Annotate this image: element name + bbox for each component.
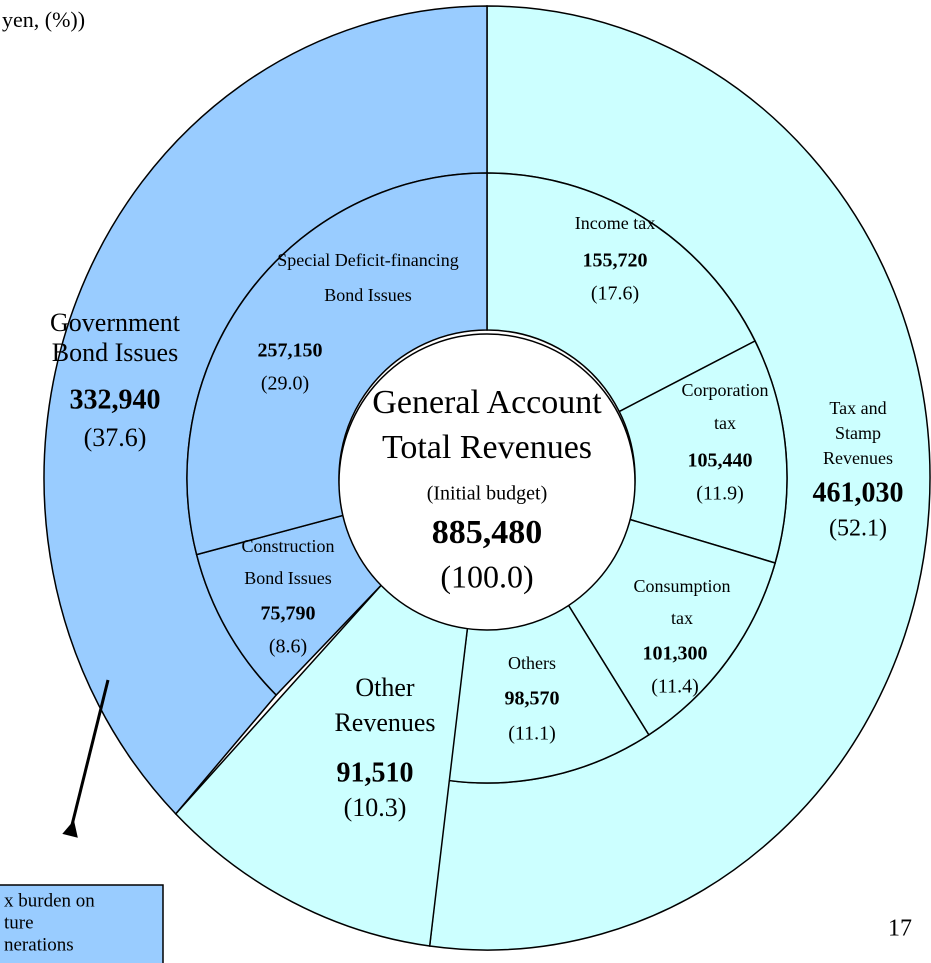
segment-name: Bond Issues	[244, 568, 332, 588]
share-label: (37.6)	[84, 423, 147, 452]
value-label: 461,030	[813, 477, 904, 508]
share-label: (10.3)	[344, 793, 407, 822]
value-label: 75,790	[261, 603, 316, 625]
value-label: 101,300	[643, 643, 708, 665]
unit-note: yen, (%))	[2, 7, 85, 32]
segment-name: Tax and	[829, 398, 886, 418]
share-label: (17.6)	[591, 283, 639, 305]
center-hole	[338, 333, 636, 631]
share-label: (11.4)	[651, 676, 699, 698]
center-note: (Initial budget)	[427, 483, 548, 505]
center-value: 885,480	[432, 514, 543, 551]
segment-name: Corporation	[682, 380, 769, 400]
segment-name: Bond Issues	[324, 285, 412, 305]
value-label: 332,940	[70, 384, 161, 415]
segment-name: tax	[714, 413, 736, 433]
wedges	[43, 5, 931, 951]
segment-name: Others	[508, 653, 556, 673]
callout-text: ture	[4, 912, 34, 933]
labels: Tax and Stamp Revenues 461,030 (52.1) Income …	[2, 7, 912, 955]
segment-name: tax	[671, 608, 693, 628]
segment-name: Government	[50, 308, 181, 337]
segment-name: Revenues	[823, 448, 893, 468]
value-label: 257,150	[258, 340, 323, 362]
center-title: Total Revenues	[382, 429, 592, 466]
segment-name: Consumption	[633, 576, 730, 596]
page-number: 17	[888, 916, 912, 942]
callout-box	[0, 884, 164, 963]
child-wedge	[486, 172, 757, 413]
segment-name: Other	[355, 673, 415, 702]
center-share: (100.0)	[440, 558, 533, 594]
segment-name: Bond Issues	[52, 338, 178, 367]
arrow-head	[62, 820, 78, 838]
value-label: 155,720	[583, 250, 648, 272]
share-label: (11.9)	[696, 483, 744, 505]
share-label: (8.6)	[269, 636, 307, 658]
callout-text: nerations	[4, 934, 74, 955]
segment-name: Construction	[242, 536, 335, 556]
share-label: (52.1)	[829, 516, 887, 542]
callout-arrow	[70, 679, 110, 826]
center-title: General Account	[372, 384, 602, 421]
segment-name: Stamp	[835, 423, 881, 443]
child-wedge	[186, 172, 488, 556]
segment-name: Special Deficit-financing	[277, 250, 458, 270]
value-label: 105,440	[688, 450, 753, 472]
callout-text: x burden on	[4, 890, 95, 911]
child-wedge	[618, 339, 788, 564]
share-label: (11.1)	[508, 723, 556, 745]
segment-name: Income tax	[575, 213, 655, 233]
segment-name: Revenues	[334, 708, 435, 737]
share-label: (29.0)	[261, 373, 309, 395]
value-label: 98,570	[505, 688, 560, 710]
value-label: 91,510	[337, 757, 414, 788]
